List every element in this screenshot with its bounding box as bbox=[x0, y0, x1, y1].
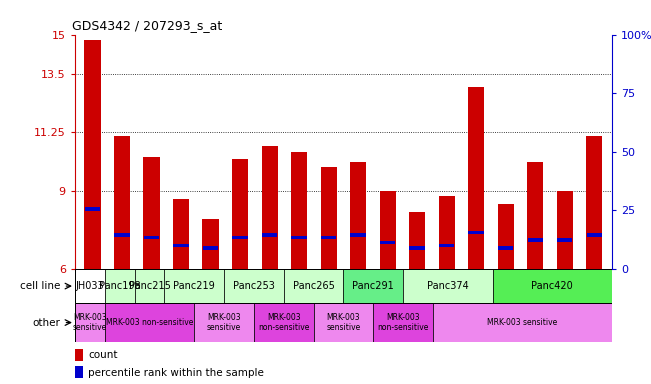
Bar bbox=[527, 238, 543, 242]
Bar bbox=[439, 196, 455, 269]
Bar bbox=[194, 303, 254, 342]
Bar bbox=[173, 199, 189, 269]
Bar bbox=[409, 246, 425, 250]
Bar bbox=[75, 366, 83, 379]
Bar bbox=[262, 233, 277, 237]
Bar bbox=[557, 238, 572, 242]
Text: Panc265: Panc265 bbox=[293, 281, 335, 291]
Bar bbox=[105, 303, 194, 342]
Bar bbox=[105, 269, 135, 303]
Text: GDS4342 / 207293_s_at: GDS4342 / 207293_s_at bbox=[72, 19, 223, 32]
Text: other: other bbox=[32, 318, 60, 328]
Text: Panc420: Panc420 bbox=[531, 281, 573, 291]
Bar bbox=[320, 167, 337, 269]
Text: Panc253: Panc253 bbox=[233, 281, 275, 291]
Bar bbox=[439, 244, 454, 247]
Bar bbox=[433, 303, 612, 342]
Bar bbox=[527, 162, 544, 269]
Text: cell line: cell line bbox=[20, 281, 60, 291]
Bar bbox=[291, 152, 307, 269]
Bar bbox=[498, 246, 514, 250]
Bar bbox=[380, 191, 396, 269]
Bar bbox=[344, 269, 403, 303]
Bar bbox=[468, 87, 484, 269]
Text: percentile rank within the sample: percentile rank within the sample bbox=[89, 367, 264, 377]
Bar bbox=[403, 269, 493, 303]
Text: MRK-003
sensitive: MRK-003 sensitive bbox=[73, 313, 107, 332]
Bar bbox=[224, 269, 284, 303]
Bar bbox=[202, 219, 219, 269]
Text: MRK-003
sensitive: MRK-003 sensitive bbox=[207, 313, 241, 332]
Bar bbox=[284, 269, 344, 303]
Text: Panc374: Panc374 bbox=[427, 281, 469, 291]
Bar bbox=[232, 159, 248, 269]
Text: MRK-003 sensitive: MRK-003 sensitive bbox=[488, 318, 557, 327]
Bar bbox=[143, 157, 159, 269]
Text: count: count bbox=[89, 350, 118, 360]
Bar bbox=[232, 236, 248, 239]
Bar bbox=[497, 204, 514, 269]
Text: Panc215: Panc215 bbox=[128, 281, 171, 291]
Bar bbox=[292, 236, 307, 239]
Bar bbox=[321, 236, 337, 239]
Bar bbox=[75, 269, 105, 303]
Bar bbox=[373, 303, 433, 342]
Text: MRK-003
non-sensitive: MRK-003 non-sensitive bbox=[258, 313, 309, 332]
Bar bbox=[144, 236, 159, 239]
Text: MRK-003 non-sensitive: MRK-003 non-sensitive bbox=[105, 318, 193, 327]
Bar bbox=[469, 231, 484, 234]
Bar bbox=[409, 212, 425, 269]
Text: JH033: JH033 bbox=[76, 281, 104, 291]
Bar bbox=[380, 241, 395, 245]
Bar bbox=[350, 233, 366, 237]
Bar bbox=[587, 233, 602, 237]
Bar bbox=[314, 303, 373, 342]
Text: Panc291: Panc291 bbox=[352, 281, 394, 291]
Bar bbox=[85, 207, 100, 211]
Bar bbox=[254, 303, 314, 342]
Bar bbox=[164, 269, 224, 303]
Bar bbox=[586, 136, 602, 269]
Text: MRK-003
non-sensitive: MRK-003 non-sensitive bbox=[378, 313, 429, 332]
Bar bbox=[557, 191, 573, 269]
Text: Panc219: Panc219 bbox=[173, 281, 215, 291]
Bar bbox=[135, 269, 164, 303]
Bar bbox=[85, 40, 101, 269]
Bar bbox=[173, 244, 189, 247]
Bar bbox=[114, 136, 130, 269]
Text: MRK-003
sensitive: MRK-003 sensitive bbox=[326, 313, 361, 332]
Bar bbox=[493, 269, 612, 303]
Bar bbox=[75, 349, 83, 361]
Text: Panc198: Panc198 bbox=[99, 281, 141, 291]
Bar bbox=[115, 233, 130, 237]
Bar bbox=[262, 146, 278, 269]
Bar bbox=[203, 246, 218, 250]
Bar bbox=[350, 162, 367, 269]
Bar bbox=[75, 303, 105, 342]
